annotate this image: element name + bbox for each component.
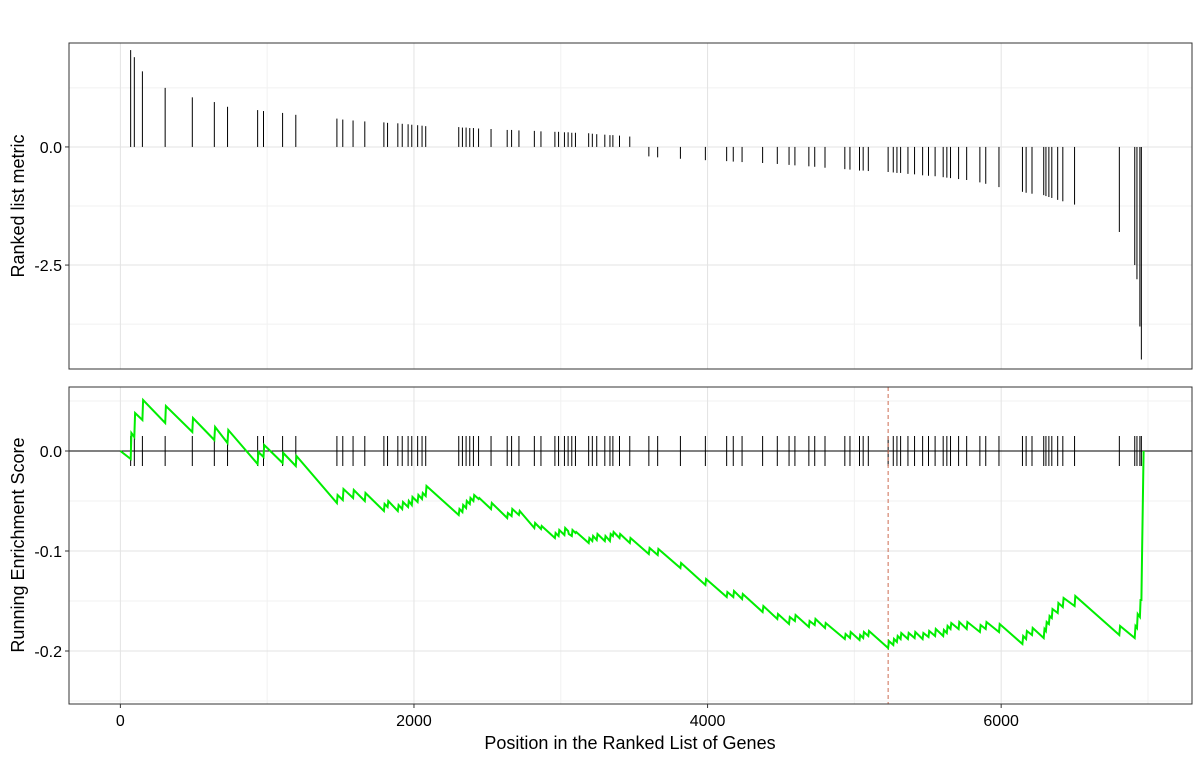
enrichment-score-y-ticks: 0.0 -0.1 -0.2 [34, 444, 69, 661]
running-enrichment-score-line [119, 397, 1145, 651]
enrichment-score-y-tick-label: -0.2 [34, 644, 62, 661]
ranked-metric-grid [69, 43, 1192, 369]
enrichment-score-y-axis-title: Running Enrichment Score [8, 437, 28, 652]
x-tick-label: 4000 [690, 713, 726, 730]
x-tick-label: 0 [116, 713, 125, 730]
ranked-metric-y-tick-label: -2.5 [34, 258, 62, 275]
x-tick-label: 2000 [396, 713, 432, 730]
enrichment-score-y-tick-label: 0.0 [40, 444, 62, 461]
ranked-metric-frame [68, 42, 1193, 370]
ranked-metric-panel: 0.0 -2.5 Ranked list metric [8, 42, 1193, 370]
enrichment-score-y-tick-label: -0.1 [34, 544, 62, 561]
x-axis-title: Position in the Ranked List of Genes [484, 733, 775, 753]
enrichment-score-grid [69, 387, 1192, 704]
enrichment-score-frame [68, 386, 1193, 705]
enrichment-score-panel: 0.0 -0.1 -0.2 0 2000 4000 6000 Running Enrich… [8, 386, 1193, 753]
ranked-metric-y-tick-label: 0.0 [40, 140, 62, 157]
ranked-metric-y-axis-title: Ranked list metric [8, 134, 28, 277]
x-tick-label: 6000 [983, 713, 1019, 730]
ranked-metric-bars [130, 50, 1142, 360]
enrichment-score-x-ticks: 0 2000 4000 6000 [116, 704, 1019, 730]
ranked-metric-y-ticks: 0.0 -2.5 [34, 140, 69, 275]
